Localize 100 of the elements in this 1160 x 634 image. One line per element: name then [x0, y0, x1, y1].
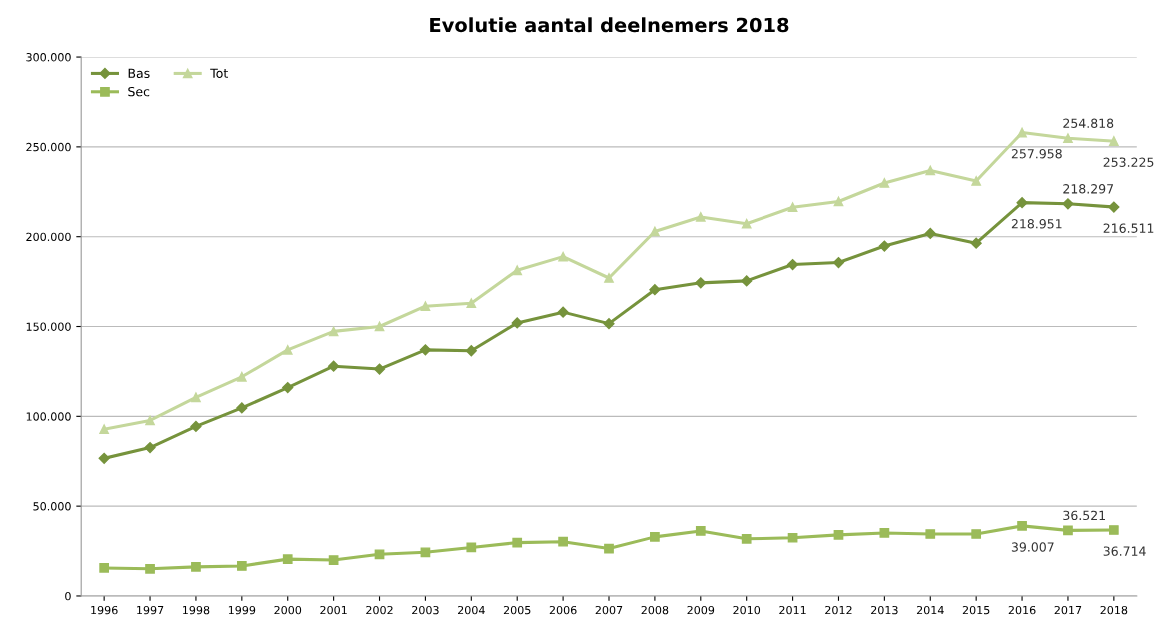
point: [741, 218, 752, 229]
point: [1017, 521, 1027, 531]
y-tick-label: 0: [65, 591, 71, 601]
point: [925, 529, 936, 539]
point: [557, 306, 569, 318]
y-tick-label: 250.000: [26, 142, 71, 152]
point: [1108, 525, 1119, 535]
x-tick-label: 2010: [733, 605, 761, 615]
point: [604, 273, 614, 283]
point: [878, 240, 890, 252]
chart-title: Evolutie aantal deelnemers 2018: [430, 17, 789, 33]
point: [236, 561, 247, 571]
point: [695, 526, 706, 536]
point: [925, 165, 936, 176]
point: [145, 563, 155, 574]
point: [741, 275, 753, 287]
x-tick-label: 2007: [595, 605, 623, 615]
legend-label: Bas: [128, 68, 150, 78]
point: [328, 326, 339, 337]
point: [1062, 198, 1074, 210]
point: [833, 196, 844, 207]
point: [970, 237, 982, 249]
point: [1108, 136, 1119, 146]
x-tick-label: 2004: [457, 605, 485, 615]
point: [1108, 201, 1120, 213]
data-label: 257.958: [1011, 148, 1062, 159]
point: [328, 360, 340, 372]
point: [604, 543, 614, 554]
point: [511, 317, 523, 329]
data-label: 253.225: [1103, 157, 1154, 167]
point: [282, 345, 293, 355]
point: [419, 344, 432, 356]
x-tick-label: 2001: [320, 605, 347, 615]
point: [512, 265, 523, 276]
point: [650, 226, 660, 237]
y-tick-label: 300.000: [26, 53, 71, 62]
x-tick-label: 2018: [1100, 605, 1128, 615]
point: [786, 258, 799, 271]
x-tick-label: 2005: [503, 605, 531, 615]
point: [98, 452, 110, 464]
point: [144, 441, 156, 454]
point: [420, 301, 431, 312]
point: [650, 531, 660, 542]
point: [191, 392, 201, 403]
point: [879, 178, 890, 188]
data-label: 39.007: [1011, 542, 1054, 552]
x-tick-label: 2009: [687, 605, 715, 615]
point: [282, 554, 293, 564]
point: [466, 298, 477, 309]
point: [236, 402, 248, 414]
point: [236, 371, 247, 382]
point: [373, 363, 386, 375]
legend-label: Tot: [210, 68, 228, 78]
point: [649, 284, 661, 296]
point: [1016, 197, 1028, 209]
x-tick-label: 2011: [779, 605, 806, 615]
point: [99, 424, 110, 435]
point: [465, 345, 477, 357]
y-tick-label: 100.000: [26, 412, 71, 421]
x-tick-label: 2016: [1008, 605, 1036, 615]
x-tick-label: 2002: [366, 605, 393, 615]
data-label: 254.818: [1063, 118, 1114, 128]
y-tick-label: 150.000: [26, 322, 71, 331]
x-tick-label: 2012: [825, 605, 852, 615]
point: [191, 561, 201, 572]
x-tick-label: 1996: [91, 605, 118, 615]
point: [558, 536, 568, 547]
legend-label: Sec: [128, 86, 150, 97]
x-tick-label: 2000: [274, 605, 302, 615]
point: [190, 420, 202, 432]
y-tick-label: 200.000: [26, 232, 71, 242]
point: [374, 321, 385, 332]
point: [374, 549, 385, 560]
data-label: 218.951: [1011, 219, 1062, 229]
x-tick-label: 2017: [1054, 605, 1082, 615]
point: [466, 542, 477, 553]
point: [1063, 133, 1073, 144]
x-tick-label: 2014: [916, 605, 944, 615]
point: [787, 532, 798, 543]
point: [971, 529, 982, 539]
point: [695, 212, 706, 222]
point: [145, 415, 155, 426]
point: [603, 318, 615, 330]
x-tick-label: 2008: [641, 605, 669, 615]
point: [924, 227, 936, 240]
point: [695, 277, 707, 289]
point: [787, 202, 798, 213]
x-tick-label: 2013: [871, 605, 898, 615]
point: [832, 256, 845, 269]
point: [512, 537, 523, 548]
x-tick-label: 2003: [412, 605, 439, 615]
data-label: 36.521: [1063, 510, 1105, 521]
point: [558, 251, 568, 262]
point: [99, 563, 110, 573]
x-tick-label: 1999: [228, 605, 256, 615]
point: [1017, 127, 1027, 138]
point: [282, 381, 294, 394]
point: [328, 555, 339, 565]
x-tick-label: 1997: [137, 605, 164, 615]
data-label: 216.511: [1103, 223, 1154, 233]
